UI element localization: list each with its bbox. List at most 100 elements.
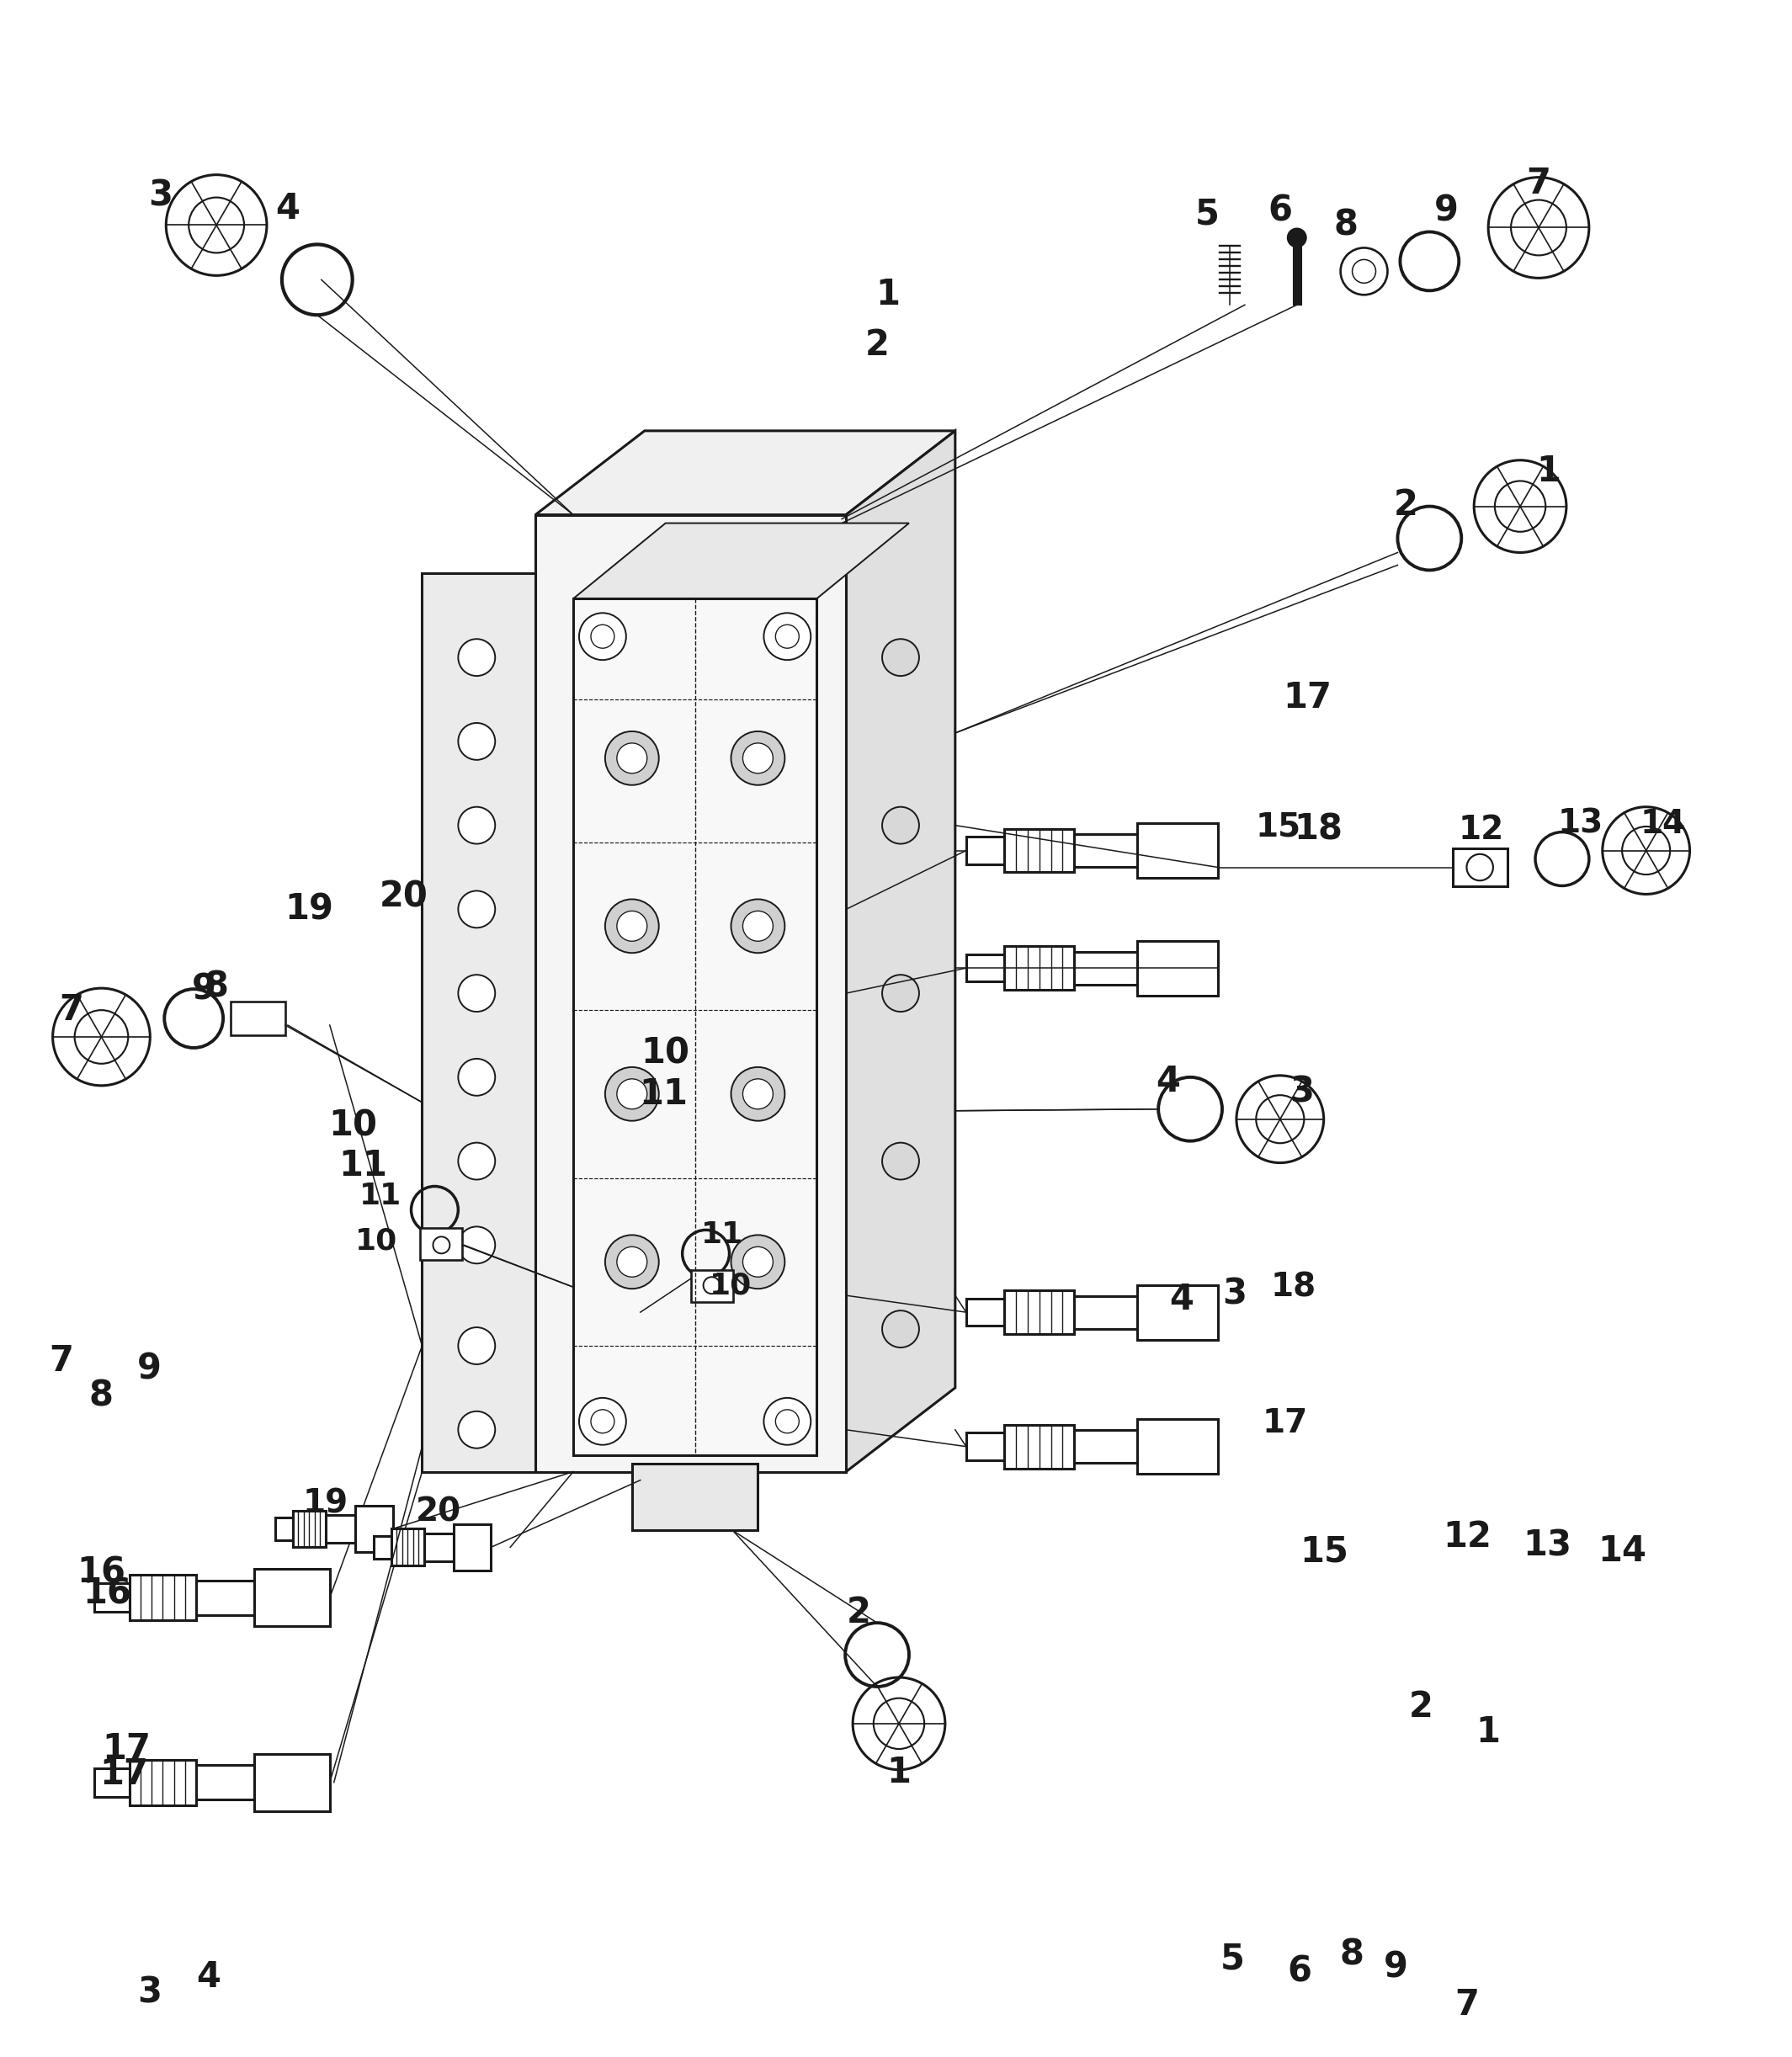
Text: 4: 4: [195, 1960, 220, 1995]
Circle shape: [459, 1144, 495, 1179]
Bar: [1004, 829, 1075, 872]
Bar: [95, 1769, 131, 1796]
Bar: [1075, 952, 1138, 985]
Circle shape: [731, 732, 785, 786]
Polygon shape: [846, 430, 955, 1471]
Circle shape: [731, 1068, 785, 1121]
Text: 15: 15: [1301, 1535, 1349, 1569]
Text: 18: 18: [1294, 813, 1344, 847]
Circle shape: [459, 722, 495, 759]
Bar: [966, 1434, 1004, 1460]
Bar: [1004, 1426, 1075, 1469]
Circle shape: [167, 175, 267, 276]
Circle shape: [606, 1234, 659, 1290]
Text: 4: 4: [1156, 1063, 1179, 1098]
Bar: [421, 1228, 462, 1261]
Text: 3: 3: [136, 1975, 161, 2010]
Circle shape: [744, 1078, 772, 1109]
Circle shape: [744, 911, 772, 942]
Bar: [391, 1528, 425, 1565]
Circle shape: [1602, 806, 1690, 895]
Bar: [1075, 835, 1138, 866]
Bar: [195, 1580, 254, 1615]
Circle shape: [882, 806, 919, 843]
Text: 20: 20: [380, 878, 428, 915]
Text: 3: 3: [1290, 1074, 1314, 1111]
Bar: [1453, 847, 1507, 887]
Circle shape: [731, 899, 785, 952]
Text: 1: 1: [1477, 1713, 1500, 1751]
Text: 9: 9: [138, 1351, 161, 1386]
Text: 14: 14: [1640, 808, 1686, 839]
Bar: [254, 1569, 330, 1627]
Text: 1: 1: [887, 1755, 910, 1790]
Text: 10: 10: [642, 1037, 690, 1072]
Text: 12: 12: [1443, 1520, 1491, 1555]
Text: 2: 2: [1409, 1689, 1434, 1724]
Bar: [195, 1765, 254, 1800]
Text: 3: 3: [149, 179, 172, 214]
Circle shape: [459, 1226, 495, 1263]
Circle shape: [606, 732, 659, 786]
Text: 17: 17: [100, 1757, 149, 1792]
Text: 11: 11: [701, 1220, 744, 1249]
Text: 1: 1: [1536, 453, 1561, 490]
Text: 8: 8: [1339, 1938, 1364, 1973]
Circle shape: [1236, 1076, 1324, 1162]
Circle shape: [459, 975, 495, 1012]
Text: 11: 11: [339, 1148, 387, 1183]
Text: 10: 10: [710, 1271, 753, 1300]
Circle shape: [1287, 228, 1306, 247]
Bar: [1138, 823, 1219, 878]
Text: 8: 8: [1333, 208, 1358, 243]
Bar: [1075, 1430, 1138, 1463]
Bar: [131, 1576, 195, 1621]
Bar: [1004, 1290, 1075, 1335]
Circle shape: [1489, 177, 1590, 278]
Text: 6: 6: [1287, 1954, 1312, 1989]
Bar: [276, 1518, 292, 1541]
Bar: [966, 954, 1004, 981]
Bar: [690, 1271, 733, 1302]
Text: 11: 11: [358, 1183, 401, 1212]
Text: 9: 9: [192, 971, 217, 1006]
Text: 16: 16: [82, 1576, 131, 1611]
Text: 7: 7: [1527, 165, 1550, 202]
Circle shape: [882, 640, 919, 677]
Circle shape: [616, 743, 647, 773]
Circle shape: [616, 911, 647, 942]
Bar: [326, 1514, 355, 1543]
Polygon shape: [573, 522, 909, 599]
Text: 19: 19: [285, 891, 333, 928]
Circle shape: [1340, 247, 1387, 294]
Bar: [966, 837, 1004, 864]
Circle shape: [744, 743, 772, 773]
Bar: [1075, 1296, 1138, 1329]
Circle shape: [459, 891, 495, 928]
Bar: [1138, 1286, 1219, 1339]
Bar: [1138, 940, 1219, 996]
Text: 4: 4: [1170, 1282, 1193, 1316]
Polygon shape: [536, 430, 955, 514]
Bar: [95, 1584, 131, 1613]
Text: 14: 14: [1598, 1535, 1647, 1569]
Circle shape: [882, 1144, 919, 1179]
Text: 7: 7: [59, 991, 84, 1028]
Bar: [355, 1506, 392, 1551]
Bar: [453, 1524, 491, 1569]
Circle shape: [731, 1234, 785, 1290]
Bar: [425, 1532, 453, 1561]
Text: 5: 5: [1220, 1942, 1244, 1977]
Text: 17: 17: [1262, 1407, 1308, 1440]
Text: 20: 20: [416, 1495, 462, 1528]
Text: 10: 10: [330, 1109, 378, 1144]
Text: 6: 6: [1269, 193, 1292, 228]
Bar: [292, 1510, 326, 1547]
Circle shape: [1475, 461, 1566, 553]
Text: 15: 15: [1256, 810, 1301, 843]
Circle shape: [606, 1068, 659, 1121]
Text: 12: 12: [1459, 815, 1505, 845]
Bar: [1004, 946, 1075, 989]
Circle shape: [882, 975, 919, 1012]
Circle shape: [763, 1399, 810, 1444]
